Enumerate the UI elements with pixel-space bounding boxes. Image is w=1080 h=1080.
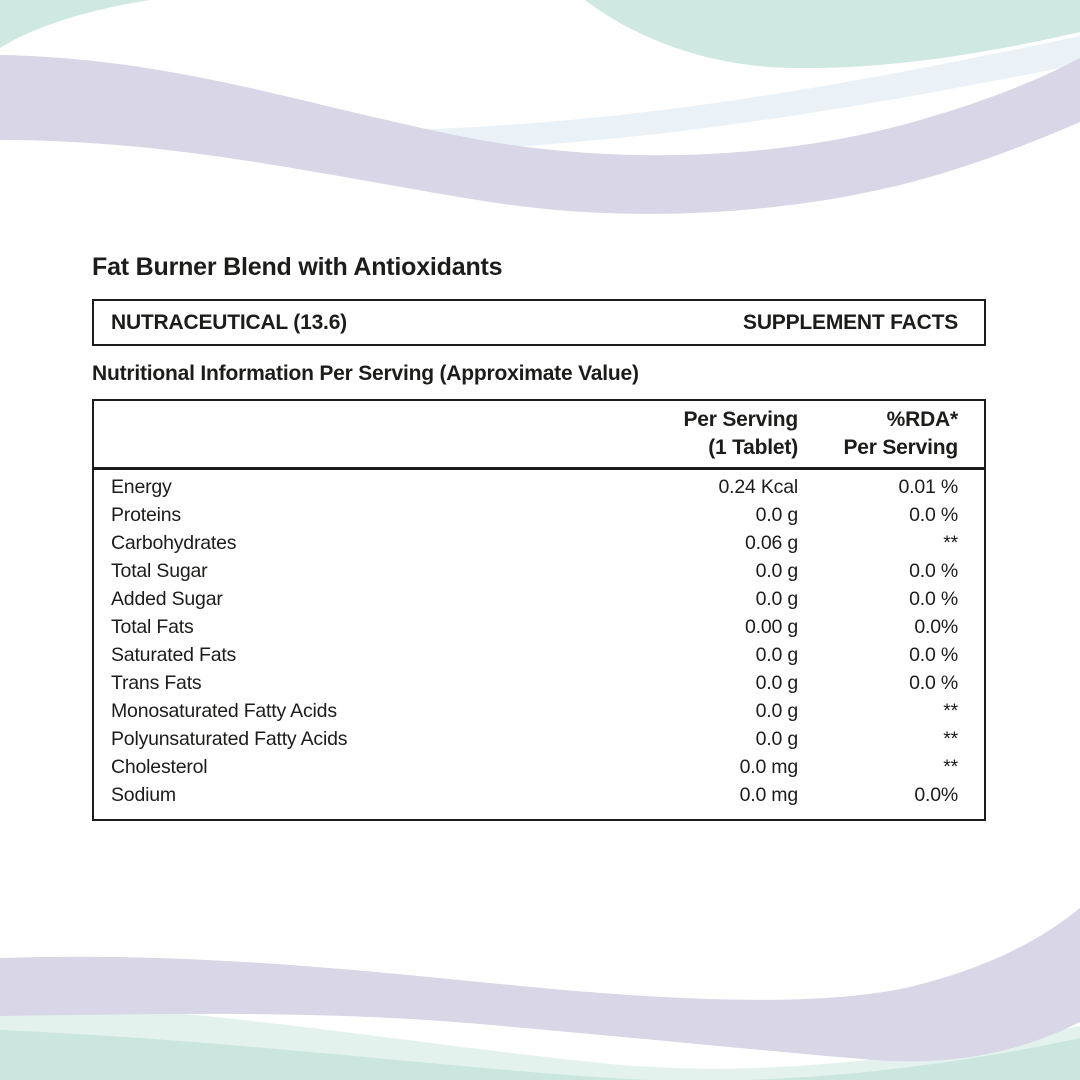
rda-value: 0.0% [914,784,958,806]
table-body: Energy 0.24 Kcal 0.01 % Proteins 0.0 g 0… [94,470,984,819]
nutrient-name: Monosaturated Fatty Acids [111,700,337,722]
nutrient-name: Total Sugar [111,560,208,582]
per-serving-value: 0.0 mg [739,784,799,806]
rda-value: 0.0% [914,616,958,638]
per-serving-value: 0.0 g [755,504,799,526]
rda-value: ** [943,700,958,722]
table-header-row: Per Serving (1 Tablet) %RDA* Per Serving [94,401,984,470]
rda-value: 0.0 % [909,672,958,694]
wave-teal-top-right [585,0,1080,69]
rda-value: ** [943,532,958,554]
table-row: Energy 0.24 Kcal 0.01 % [94,473,984,501]
table-row: Added Sugar 0.0 g 0.0 % [94,585,984,613]
header-per-serving-line2: (1 Tablet) [708,436,798,459]
nutrient-name: Polyunsaturated Fatty Acids [111,728,348,750]
header-per-serving-line1: Per Serving [683,408,798,431]
rda-value: ** [943,756,958,778]
header-rda-line1: %RDA* [886,408,959,431]
table-row: Total Fats 0.00 g 0.0% [94,613,984,641]
table-row: Total Sugar 0.0 g 0.0 % [94,557,984,585]
nutrient-name: Carbohydrates [111,532,237,554]
rda-value: 0.0 % [909,504,958,526]
nutrient-name: Trans Fats [111,672,202,694]
banner-left-label: NUTRACEUTICAL (13.6) [111,310,347,334]
nutrient-name: Total Fats [111,616,194,638]
wave-paleblue-top-right [400,36,1080,152]
per-serving-value: 0.06 g [744,532,798,554]
table-row: Monosaturated Fatty Acids 0.0 g ** [94,697,984,725]
table-row: Sodium 0.0 mg 0.0% [94,781,984,809]
header-rda-line2: Per Serving [843,436,958,459]
per-serving-value: 0.0 g [755,672,799,694]
wave-lavender-top [0,55,1080,214]
wave-teal-top-left-corner [0,0,150,48]
rda-value: 0.0 % [909,588,958,610]
header-per-serving-column: Per Serving (1 Tablet) [588,406,798,462]
table-row: Carbohydrates 0.06 g ** [94,529,984,557]
table-row: Cholesterol 0.0 mg ** [94,753,984,781]
rda-value: 0.0 % [909,644,958,666]
rda-value: 0.01 % [898,476,958,498]
table-row: Trans Fats 0.0 g 0.0 % [94,669,984,697]
table-row: Proteins 0.0 g 0.0 % [94,501,984,529]
rda-value: ** [943,728,958,750]
table-row: Polyunsaturated Fatty Acids 0.0 g ** [94,725,984,753]
nutrient-name: Proteins [111,504,181,526]
per-serving-value: 0.24 Kcal [718,476,798,498]
per-serving-value: 0.0 g [755,700,799,722]
per-serving-value: 0.0 g [755,644,799,666]
rda-value: 0.0 % [909,560,958,582]
product-title: Fat Burner Blend with Antioxidants [92,253,503,281]
header-rda-column: %RDA* Per Serving [798,406,984,462]
nutrient-name: Saturated Fats [111,644,237,666]
per-serving-value: 0.00 g [744,616,798,638]
banner-right-label: SUPPLEMENT FACTS [743,310,958,334]
per-serving-value: 0.0 g [755,560,799,582]
label-content: Fat Burner Blend with Antioxidants NUTRA… [92,252,986,821]
table-row: Saturated Fats 0.0 g 0.0 % [94,641,984,669]
nutrition-facts-table: Per Serving (1 Tablet) %RDA* Per Serving… [92,399,986,821]
nutrient-name: Added Sugar [111,588,223,610]
wave-teal-deep-bottom [0,1030,1080,1080]
per-serving-value: 0.0 g [755,728,799,750]
section-heading: Nutritional Information Per Serving (App… [92,362,639,385]
nutrient-name: Sodium [111,784,176,806]
nutrient-name: Cholesterol [111,756,208,778]
banner-box: NUTRACEUTICAL (13.6) SUPPLEMENT FACTS [92,299,986,346]
wave-lavender-bottom [0,908,1080,1062]
nutrient-name: Energy [111,476,172,498]
per-serving-value: 0.0 g [755,588,799,610]
per-serving-value: 0.0 mg [739,756,799,778]
